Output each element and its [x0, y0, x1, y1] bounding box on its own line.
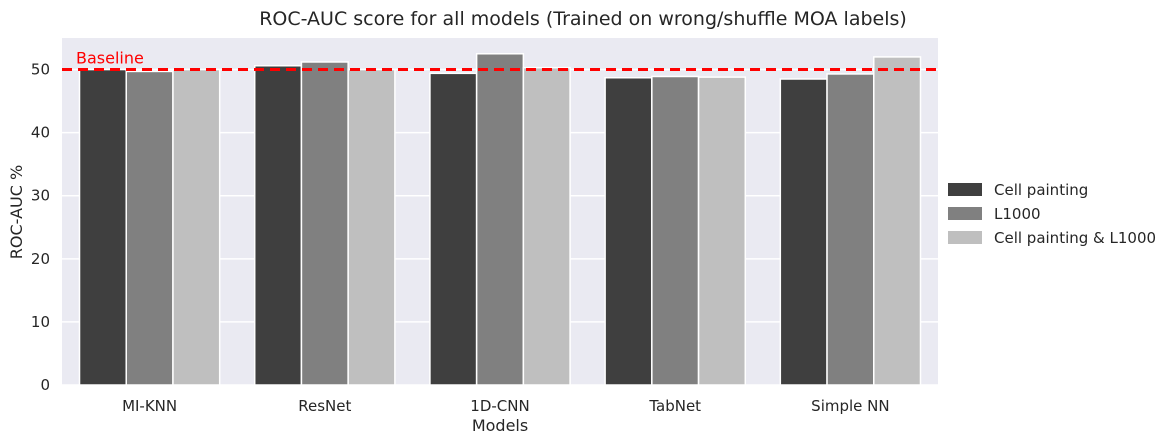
y-tick-label-50: 50 [31, 61, 50, 79]
bar-mi-knn-cell-painting-l1000 [172, 68, 221, 386]
bar-resnet-l1000 [300, 61, 349, 386]
legend-swatch-cell-painting-l1000 [948, 231, 982, 244]
x-axis-ticks: MI-KNN ResNet 1D-CNN TabNet Simple NN [122, 397, 890, 415]
baseline-label: Baseline [76, 49, 144, 68]
bar-tabnet-cell-painting-l1000 [697, 76, 747, 386]
bar-simple-nn-cell-painting [779, 78, 828, 386]
legend-label-l1000: L1000 [994, 205, 1041, 223]
legend-label-cell-painting-l1000: Cell painting & L1000 [994, 229, 1156, 247]
x-tick-label-resnet: ResNet [298, 397, 351, 415]
bar-tabnet-l1000 [651, 75, 700, 386]
chart-title: ROC-AUC score for all models (Trained on… [259, 8, 907, 30]
bar-resnet-cell-painting-l1000 [347, 68, 396, 386]
bar-mi-knn-cell-painting [78, 68, 127, 386]
bar-resnet-cell-painting [253, 65, 303, 386]
x-tick-label-simple-nn: Simple NN [811, 397, 889, 415]
y-axis-label: ROC-AUC % [7, 165, 26, 259]
bar-1d-cnn-l1000 [475, 53, 525, 386]
legend-label-cell-painting: Cell painting [994, 181, 1088, 199]
y-tick-label-30: 30 [31, 187, 50, 205]
bars [78, 53, 922, 386]
y-axis-ticks: 0 10 20 30 40 50 [31, 61, 50, 394]
y-tick-label-40: 40 [31, 124, 50, 142]
y-tick-label-0: 0 [40, 376, 50, 394]
bar-1d-cnn-cell-painting-l1000 [522, 66, 571, 386]
bar-1d-cnn-cell-painting [429, 72, 478, 386]
bar-simple-nn-l1000 [826, 73, 875, 386]
bar-mi-knn-l1000 [125, 70, 174, 386]
y-tick-label-10: 10 [31, 313, 50, 331]
y-tick-label-20: 20 [31, 250, 50, 268]
legend-swatch-l1000 [948, 207, 982, 220]
legend-swatch-cell-painting [948, 183, 982, 196]
legend: Cell painting L1000 Cell painting & L1000 [948, 181, 1156, 247]
x-tick-label-mi-knn: MI-KNN [122, 397, 177, 415]
bar-simple-nn-cell-painting-l1000 [873, 56, 922, 386]
baseline: Baseline [62, 49, 938, 72]
x-tick-label-1d-cnn: 1D-CNN [470, 397, 529, 415]
x-tick-label-tabnet: TabNet [648, 397, 701, 415]
bar-tabnet-cell-painting [604, 76, 653, 386]
x-axis-label: Models [472, 416, 528, 432]
